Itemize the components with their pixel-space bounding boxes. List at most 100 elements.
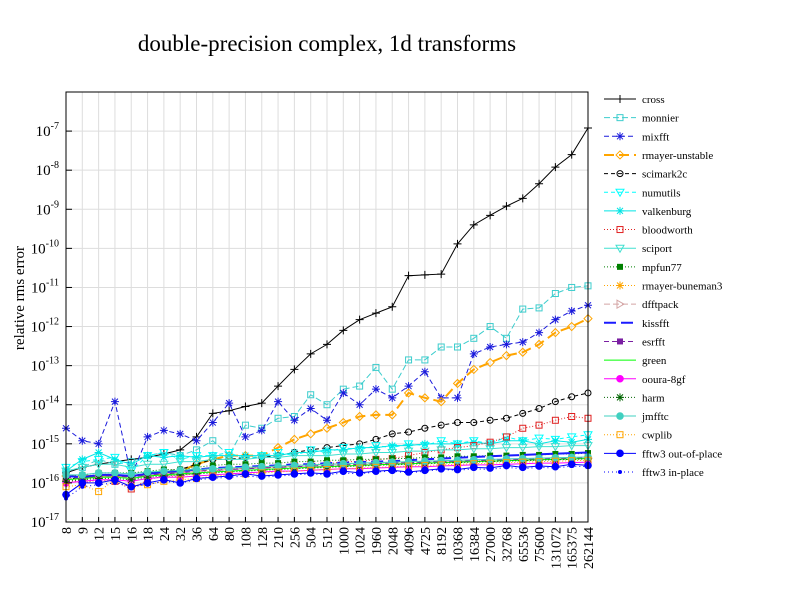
data-point [517,444,528,453]
marker-shape [553,466,558,471]
data-point [289,434,300,445]
marker-shape [567,306,576,315]
data-point [617,338,623,345]
marker-shape [210,476,215,481]
marker-shape [257,426,266,435]
data-point [486,416,494,424]
x-tick-label: 18 [142,527,157,541]
marker-shape [257,451,266,460]
marker-shape [111,469,119,477]
y-tick-label: 10-9 [36,199,59,218]
marker-shape [388,385,396,393]
data-point [535,405,543,413]
marker-shape [535,179,544,188]
data-point [78,471,87,479]
data-point [518,194,527,203]
data-point [502,414,510,422]
marker-shape [616,132,624,141]
marker-shape [322,452,332,461]
data-point [551,315,560,324]
legend-entry: green [604,355,667,367]
data-point [110,455,119,464]
data-point [354,450,365,459]
marker-shape [112,480,117,485]
data-point [129,484,134,489]
marker-shape [455,468,460,473]
x-tick-label: 131072 [549,527,564,569]
marker-shape [502,436,511,445]
data-point [502,202,511,211]
marker-shape [471,466,476,471]
data-point [208,451,217,460]
marker-shape [178,480,183,485]
data-point [176,429,185,438]
data-point [420,447,430,457]
data-point [111,469,119,477]
data-point [518,436,527,445]
marker-shape [388,430,396,438]
legend-label: kissfft [642,318,669,330]
data-point [126,463,137,473]
data-point [486,438,494,446]
marker-shape [421,457,429,465]
data-point [569,464,574,469]
marker-shape [274,462,282,470]
data-point [520,466,525,471]
marker-shape [338,450,349,459]
data-point [355,400,364,409]
marker-shape [616,226,624,234]
data-point [468,445,479,454]
data-point [488,467,493,472]
data-point [127,470,136,478]
data-point [452,378,463,389]
marker-shape [501,444,512,453]
data-point [405,356,413,364]
x-tick-label: 165375 [566,527,581,569]
marker-shape [94,469,103,477]
marker-shape [159,426,168,435]
data-point [292,472,297,477]
data-point [225,406,234,415]
marker-shape [308,471,313,476]
marker-shape [453,456,462,465]
data-point [94,469,103,477]
data-point [469,220,478,229]
data-point [535,179,544,188]
y-tick-label: 10-7 [36,121,59,140]
data-point [94,448,103,457]
marker-shape [502,340,511,349]
data-point [339,388,348,397]
marker-shape [225,464,233,472]
data-point [290,365,299,374]
data-point [274,397,283,406]
data-point [308,471,313,476]
data-point [501,350,512,361]
marker-shape [306,404,315,413]
x-tick-label: 8192 [435,527,450,555]
marker-shape [534,443,544,452]
marker-shape [356,382,364,390]
marker-shape [143,473,152,482]
data-point [257,399,266,408]
series-fftw3-in-place [64,464,590,501]
marker-shape [227,475,232,480]
marker-shape [110,397,119,406]
data-point [453,456,462,465]
data-point [241,432,250,441]
marker-shape [305,452,316,461]
legend-entry: dfftpack [604,299,679,311]
marker-shape [486,455,494,464]
legend-label: jmfftc [641,411,669,423]
marker-shape [420,439,429,448]
data-point [96,482,101,487]
legend-entry: harm [604,392,665,404]
marker-shape [517,444,528,453]
marker-shape [486,438,494,446]
data-point [176,451,185,460]
y-axis-label: relative rms error [12,246,28,350]
data-point [241,421,249,429]
marker-shape [78,479,87,487]
data-point [422,469,427,474]
data-point [240,455,251,465]
data-point [387,410,397,420]
